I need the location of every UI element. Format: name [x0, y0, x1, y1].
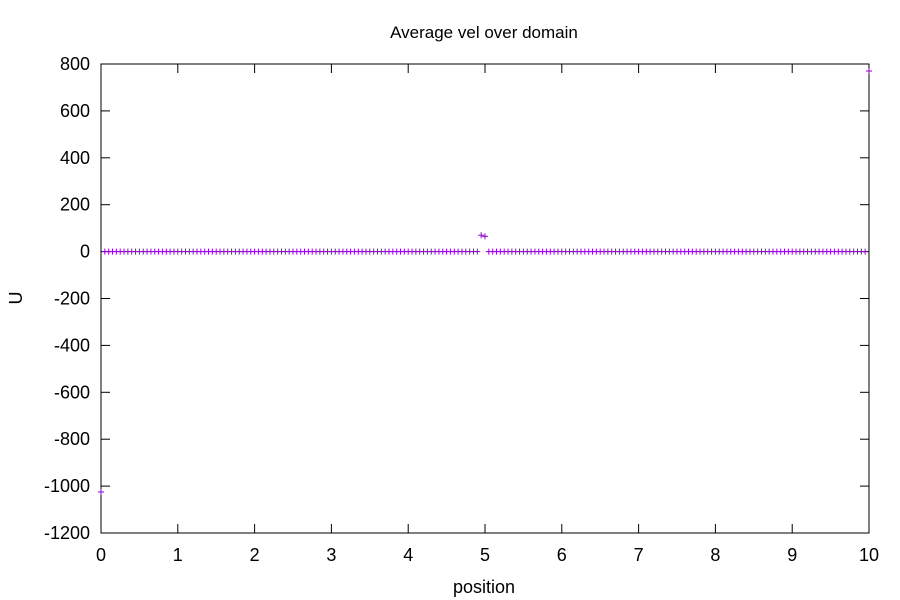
- y-tick-label: -800: [54, 429, 90, 449]
- chart-title: Average vel over domain: [390, 23, 578, 42]
- y-tick-label: -1000: [44, 476, 90, 496]
- y-tick-label: -400: [54, 335, 90, 355]
- x-tick-label: 8: [710, 545, 720, 565]
- data-point: [482, 233, 488, 240]
- x-tick-label: 6: [557, 545, 567, 565]
- x-axis-label: position: [453, 577, 515, 597]
- y-tick-label: -200: [54, 289, 90, 309]
- data-point: [862, 248, 869, 255]
- data-point: [478, 232, 485, 239]
- y-tick-label: 200: [60, 195, 90, 215]
- y-tick-label: 600: [60, 101, 90, 121]
- x-tick-label: 10: [859, 545, 879, 565]
- y-tick-label: -600: [54, 382, 90, 402]
- y-tick-label: -1200: [44, 523, 90, 543]
- x-tick-label: 3: [326, 545, 336, 565]
- y-axis-label: U: [6, 292, 26, 305]
- x-tick-label: 4: [403, 545, 413, 565]
- data-point: [474, 248, 481, 255]
- x-tick-label: 5: [480, 545, 490, 565]
- data-point: [866, 68, 872, 75]
- x-tick-label: 7: [634, 545, 644, 565]
- data-series: [98, 68, 872, 495]
- x-tick-label: 0: [96, 545, 106, 565]
- x-axis: 0 1 2 3 4 5 6 7 8 9 10: [96, 64, 879, 565]
- y-tick-label: 0: [80, 242, 90, 262]
- x-tick-label: 1: [173, 545, 183, 565]
- plot-frame: [100, 63, 870, 534]
- data-point: [98, 488, 104, 495]
- x-tick-label: 2: [250, 545, 260, 565]
- y-axis: -1200 -1000 -800 -600 -400 -200 0 200 400 600 800: [44, 54, 869, 543]
- x-tick-label: 9: [787, 545, 797, 565]
- y-tick-label: 800: [60, 54, 90, 74]
- y-tick-label: 400: [60, 148, 90, 168]
